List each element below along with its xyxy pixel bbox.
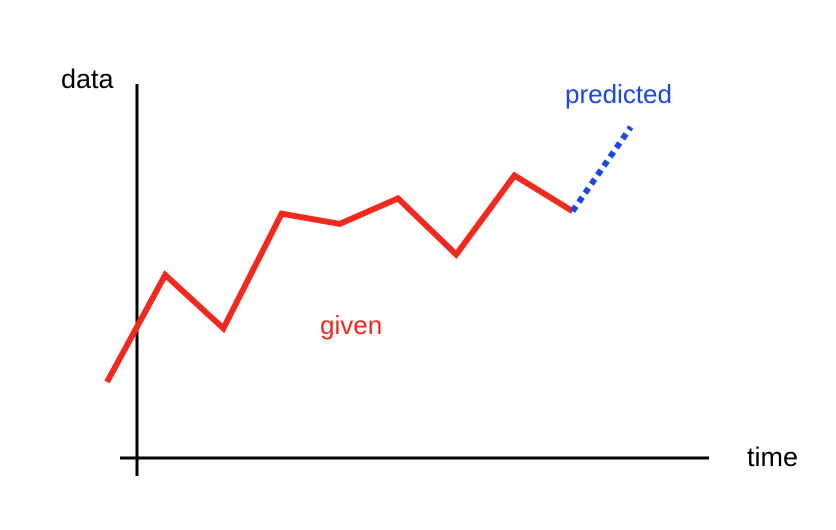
given-series-label: given [320,310,382,340]
y-axis-label: data [61,64,115,94]
given-series-line [104,171,575,384]
x-axis-label: time [747,442,798,472]
predicted-series-label: predicted [565,79,672,109]
predicted-series-line [570,125,634,213]
